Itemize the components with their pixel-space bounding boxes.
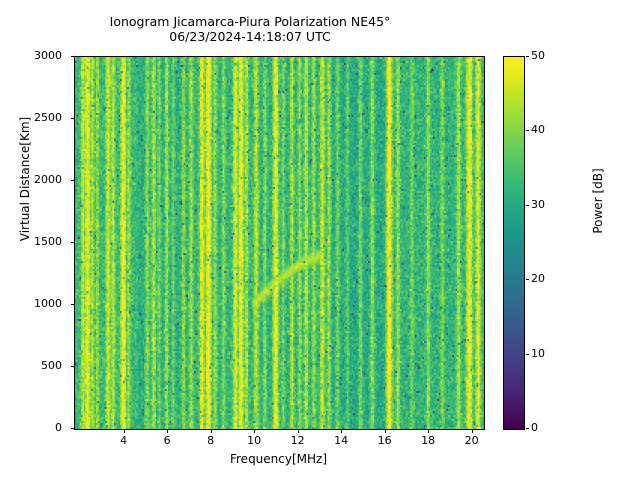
colorbar-tick-mark <box>525 353 529 355</box>
x-tick-mark <box>384 429 386 433</box>
colorbar-tick-label: 0 <box>531 421 538 434</box>
x-tick-mark <box>254 429 256 433</box>
colorbar-tick-label: 50 <box>531 49 545 62</box>
colorbar-tick-label: 20 <box>531 272 545 286</box>
figure-title: Ionogram Jicamarca-Piura Polarization NE… <box>0 14 500 44</box>
x-tick-mark <box>341 429 343 433</box>
figure-title-line-1: Ionogram Jicamarca-Piura Polarization NE… <box>109 14 391 29</box>
y-tick-mark <box>70 428 74 429</box>
x-tick-label: 10 <box>247 434 262 447</box>
x-tick-mark <box>123 429 125 433</box>
x-tick-label: 16 <box>377 434 392 447</box>
y-tick-mark <box>70 118 74 119</box>
ionogram-axes <box>74 56 485 430</box>
y-tick-label: 1500 <box>34 235 62 248</box>
x-tick-label: 8 <box>207 434 215 447</box>
colorbar-tick-label: 10 <box>531 346 545 360</box>
y-tick-label: 500 <box>41 359 62 372</box>
ionogram-heatmap <box>75 57 484 429</box>
y-tick-mark <box>70 242 74 243</box>
colorbar-tick-mark <box>525 279 529 281</box>
y-tick-label: 0 <box>55 421 62 434</box>
y-tick-label: 2000 <box>34 173 62 186</box>
x-tick-label: 6 <box>163 434 171 447</box>
x-tick-label: 14 <box>334 434 349 447</box>
x-tick-mark <box>471 429 473 433</box>
y-tick-label: 1000 <box>34 297 62 310</box>
colorbar-tick-mark <box>525 204 529 206</box>
y-tick-mark <box>70 180 74 181</box>
y-tick-mark <box>70 56 74 57</box>
x-tick-label: 12 <box>290 434 305 447</box>
colorbar-tick-label: 40 <box>531 123 545 137</box>
x-axis-label: Frequency[MHz] <box>229 452 328 466</box>
y-tick-mark <box>70 304 74 305</box>
y-tick-label: 2500 <box>34 111 62 124</box>
x-tick-label: 18 <box>421 434 436 447</box>
colorbar-tick-label: 30 <box>531 197 545 211</box>
figure-title-line-2: 06/23/2024-14:18:07 UTC <box>169 29 331 44</box>
y-tick-mark <box>70 366 74 367</box>
x-tick-mark <box>297 429 299 433</box>
colorbar-tick-mark <box>525 428 529 429</box>
colorbar-tick-mark <box>525 130 529 132</box>
y-axis-label: Virtual Distance[Km] <box>18 116 32 242</box>
x-tick-mark <box>210 429 212 433</box>
x-tick-label: 4 <box>120 434 128 447</box>
x-tick-mark <box>428 429 430 433</box>
x-tick-mark <box>167 429 169 433</box>
colorbar-gradient <box>504 57 524 429</box>
colorbar-tick-mark <box>525 56 529 57</box>
x-tick-label: 20 <box>464 434 479 447</box>
colorbar <box>503 56 525 430</box>
colorbar-label: Power [dB] <box>591 168 605 234</box>
y-tick-label: 3000 <box>34 49 62 62</box>
